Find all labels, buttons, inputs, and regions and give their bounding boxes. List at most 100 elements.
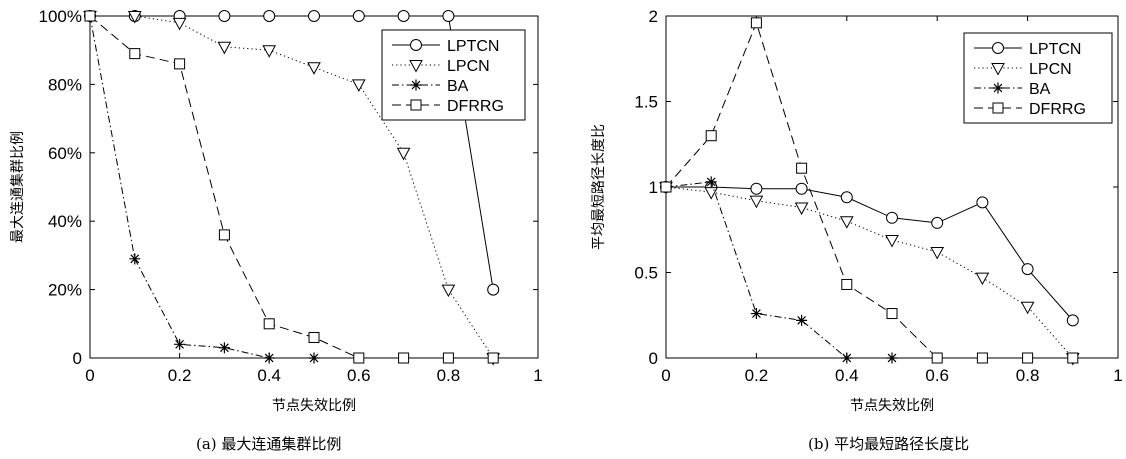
data-point [886,352,898,364]
data-point [308,352,320,364]
legend: LPTCN LPCN BA DFRRG [381,29,526,121]
y-tick-label: 20% [48,281,82,300]
y-tick-label: 80% [48,75,82,94]
data-point [1020,301,1035,315]
data-point [174,58,186,70]
panel-caption: (b) 平均最短路径长度比 [808,435,969,453]
data-point [307,62,321,75]
legend-marker [409,60,423,73]
legend-marker [992,102,1004,114]
series-line [666,186,1074,321]
y-tick-label: 1.5 [634,93,658,112]
legend-marker [992,42,1004,54]
x-tick-label: 0.4 [835,366,859,385]
data-point [839,216,854,229]
panel-b: 0 0.2 0.4 0.6 0.8 1 0 0.5 1 1.5 2 节点失效比例 平均最短路径长度比 (b… [591,7,1123,453]
data-point [931,352,943,364]
series-line [90,15,494,359]
data-point [796,162,808,174]
data-point [396,147,411,161]
data-point [308,10,320,22]
data-point [660,181,672,193]
x-tick-label: 0.4 [257,366,281,385]
y-axis-label: 最大连通集群比例 [9,131,26,243]
data-point [796,314,808,326]
data-point [172,17,187,31]
legend-label: LPCN [447,58,490,75]
series-ba [660,176,1079,364]
y-tick-label: 0 [73,349,82,368]
legend-label: BA [1029,81,1051,98]
legend-label: LPTCN [1029,41,1081,58]
data-point [398,352,410,364]
data-point [750,182,763,195]
series-line [89,15,494,359]
x-tick-label: 1 [533,366,542,385]
x-tick-label: 0.6 [925,366,949,385]
data-point [930,246,945,260]
data-point [794,202,809,216]
legend-marker [410,79,422,91]
data-point [704,187,719,200]
series-lptcn [660,181,1079,327]
series-line [665,186,1074,359]
panel-caption: (a) 最大连通集群比例 [196,435,341,453]
data-point [84,10,96,22]
y-tick-label: 100% [39,7,82,26]
legend-label: DFRRG [1029,101,1086,118]
data-point [975,272,990,286]
data-point [352,10,365,22]
legend: LPTCN LPCN BA DFRRG [963,32,1113,124]
data-point [886,308,898,320]
data-point [931,216,944,229]
legend-label: LPTCN [447,38,499,55]
legend-marker [410,99,422,111]
data-point [1021,263,1034,276]
x-tick-label: 0.2 [168,366,192,385]
series-line [665,21,1073,359]
data-point [441,284,456,298]
series-line [665,181,1073,359]
y-axis-label: 平均最短路径长度比 [591,124,607,250]
data-point [1022,352,1034,364]
data-point [217,41,232,55]
x-axis-label: 节点失效比例 [850,398,934,414]
data-point [795,182,808,195]
x-tick-label: 0 [85,366,94,385]
series-line [90,15,494,290]
data-point [487,352,499,364]
data-point [442,10,455,22]
data-point [308,331,320,343]
x-tick-label: 0.2 [745,366,769,385]
data-point [1066,314,1079,327]
x-tick-label: 0.6 [347,366,371,385]
legend-marker [410,39,422,51]
data-point [750,308,762,320]
panel-a: 0 0.2 0.4 0.6 0.8 1 0 20% 40% 60% 80% 100% 节点失效比例 最大连… [9,7,543,453]
y-tick-label: 1 [649,178,658,197]
data-point [841,278,853,290]
data-point [840,191,853,204]
data-point [263,352,275,364]
data-point [262,45,277,58]
y-tick-label: 60% [48,144,82,163]
x-axis-label: 节点失效比例 [272,398,356,414]
data-point [129,48,141,60]
data-point [749,195,764,209]
data-point [397,10,410,22]
series-dfrrg [660,17,1079,364]
x-tick-label: 0 [661,366,670,385]
data-point [750,17,762,29]
y-tick-label: 0.5 [634,264,658,283]
data-point [127,11,142,24]
data-point [487,283,500,296]
data-point [705,176,717,188]
data-point [442,352,454,364]
series-lpcn [659,182,1080,366]
data-point [218,342,230,354]
data-point [841,352,853,364]
data-point [885,235,899,248]
legend-marker [991,63,1005,76]
y-tick-label: 40% [48,212,82,231]
